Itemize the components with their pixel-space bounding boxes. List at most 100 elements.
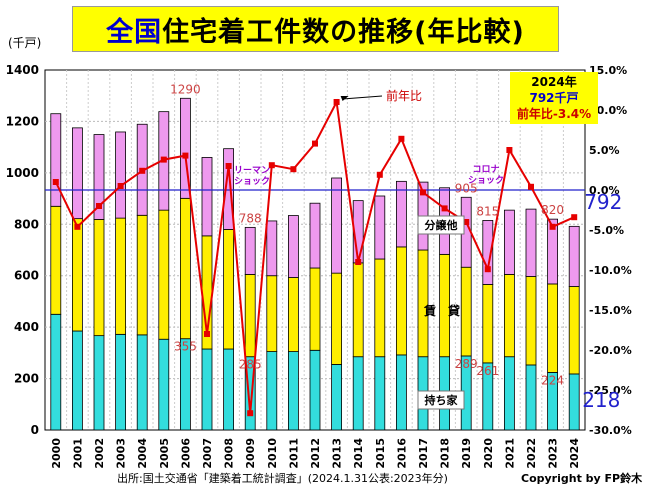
bar-segment — [115, 217, 126, 335]
y-right-tick-label: -5.0% — [589, 224, 624, 237]
yoy-point — [528, 183, 534, 190]
yoy-point — [247, 410, 254, 417]
yoy-point — [420, 189, 426, 196]
x-tick-label: 2013 — [331, 438, 344, 469]
bar-segment — [287, 277, 299, 352]
bar-segment — [158, 209, 170, 340]
yoy-point — [312, 140, 318, 147]
lehman-label-line2: ショック — [234, 176, 270, 187]
bar-segment — [72, 218, 83, 332]
x-tick-label: 2024 — [568, 438, 581, 469]
title-part-2: 住宅着工件数の推移(年比較) — [162, 16, 525, 48]
bar-segment — [223, 229, 235, 350]
bar-segment — [352, 356, 364, 431]
yoy-point — [139, 167, 146, 174]
bar-segment — [115, 333, 126, 431]
owner-value-label: 261 — [476, 364, 499, 378]
bar-segment — [374, 356, 386, 431]
bar-segment — [503, 356, 515, 431]
bar-segment — [136, 334, 148, 431]
owner-value-label: 285 — [239, 358, 262, 372]
bar-segment — [547, 218, 558, 285]
x-tick-label: 2020 — [482, 438, 495, 469]
y-left-tick-label: 200 — [14, 372, 39, 386]
yoy-point — [182, 152, 189, 159]
y-right-tick-label: 10.0% — [589, 104, 627, 117]
bar-segment — [309, 267, 321, 351]
x-tick-label: 2018 — [439, 438, 452, 469]
bar-segment — [568, 373, 580, 431]
bar-segment — [374, 195, 386, 260]
bar-segment — [50, 313, 62, 431]
yoy-point — [117, 183, 124, 189]
x-tick-label: 2005 — [158, 438, 171, 469]
owner-value-label: 218 — [582, 388, 620, 412]
bar-total-label: 1290 — [170, 82, 201, 96]
yoy-point — [484, 266, 491, 273]
summary-annotation: 2024年 792千戸 前年比-3.4% — [510, 72, 598, 124]
bar-segment — [201, 348, 213, 431]
bar-segment — [201, 157, 213, 237]
x-tick-label: 2002 — [93, 438, 106, 469]
bar-segment — [568, 286, 580, 375]
yoy-point — [571, 214, 578, 221]
y-right-tick-label: -20.0% — [589, 344, 632, 357]
x-tick-label: 2003 — [115, 438, 128, 469]
bar-segment — [93, 218, 105, 337]
corona-label-line1: コロナ — [472, 164, 499, 175]
yoy-point — [463, 219, 470, 225]
corona-label-line2: ショック — [468, 175, 504, 186]
y-right-tick-label: -10.0% — [589, 264, 632, 277]
segment-label-rental: 賃 貸 — [423, 303, 460, 318]
y-right-tick-label: -30.0% — [589, 424, 632, 437]
y-right-tick-label: 0.0% — [589, 184, 620, 197]
yoy-point — [204, 331, 210, 337]
x-tick-label: 2008 — [223, 438, 236, 469]
bar-segment — [158, 338, 170, 431]
y-right-tick-label: -25.0% — [589, 384, 632, 397]
x-tick-label: 2000 — [50, 438, 63, 469]
bar-segment — [547, 283, 558, 373]
x-tick-label: 2012 — [309, 438, 322, 469]
title-part-1: 全国 — [106, 16, 163, 48]
yoy-point — [549, 223, 556, 230]
unit-label: (千戸) — [8, 36, 42, 50]
x-tick-label: 2019 — [460, 438, 473, 469]
y-left-tick-label: 1400 — [6, 63, 39, 77]
copyright: Copyright by FP鈴木 — [521, 472, 643, 485]
bar-segment — [244, 274, 256, 358]
bar-segment — [93, 134, 105, 220]
bar-segment — [482, 284, 494, 364]
segment-label-sale: 分譲他 — [425, 218, 458, 232]
yoy-point — [506, 147, 513, 153]
bar-segment — [395, 354, 407, 431]
segment-label-owner-box — [417, 390, 465, 410]
bar-segment — [331, 272, 343, 365]
bar-segment — [72, 127, 83, 220]
yoy-point — [160, 156, 167, 163]
summary-year: 2024年 — [531, 75, 577, 89]
bar-segment — [460, 266, 472, 357]
owner-value-label: 224 — [541, 373, 564, 387]
yoy-point — [398, 135, 405, 142]
bar-segment — [287, 215, 299, 278]
bar-total-label: 788 — [239, 211, 262, 225]
x-tick-label: 2014 — [352, 438, 365, 469]
bar-segment — [93, 335, 105, 431]
bar-segment — [374, 258, 386, 358]
bar-segment — [309, 349, 321, 431]
source-note: 出所:国土交通省「建築着工統計調査」(2024.1.31公表:2023年分) — [117, 472, 448, 485]
x-tick-label: 2004 — [136, 438, 149, 469]
bar-segment — [503, 274, 515, 358]
y-left-tick-label: 1000 — [6, 166, 39, 180]
x-tick-label: 2017 — [417, 438, 430, 469]
bar-segment — [266, 220, 278, 277]
bar-segment — [223, 148, 235, 230]
bar-segment — [223, 348, 235, 431]
bar-segment — [482, 220, 494, 285]
segment-label-sale-box — [417, 215, 465, 235]
bar-total-label: 792 — [584, 190, 622, 214]
yoy-point — [290, 166, 297, 173]
owner-value-label: 289 — [455, 357, 478, 371]
